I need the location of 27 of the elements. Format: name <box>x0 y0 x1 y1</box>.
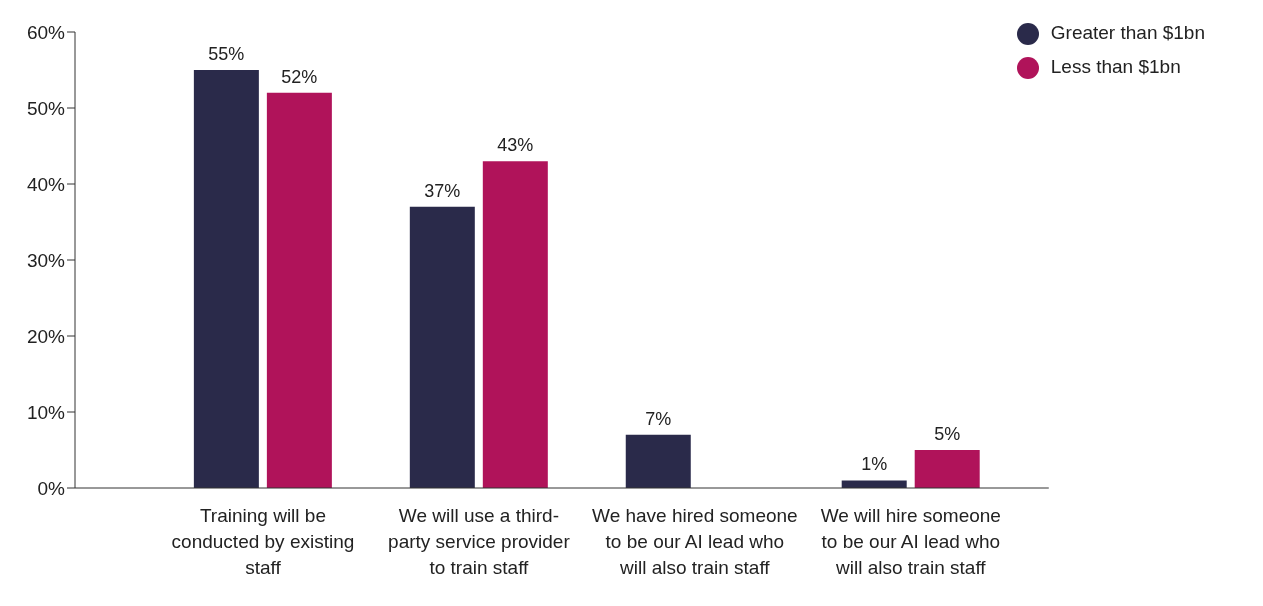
data-label: 55% <box>208 44 245 64</box>
y-tick-label: 10% <box>26 401 66 423</box>
bar <box>625 434 691 488</box>
bar <box>914 450 980 488</box>
legend-label: Greater than $1bn <box>1050 22 1205 43</box>
bar <box>409 206 475 488</box>
y-tick-label: 50% <box>26 97 66 119</box>
bar <box>266 92 332 488</box>
data-label: 52% <box>281 66 318 87</box>
x-tick-label: We will use a third-party service provider to train staff <box>388 505 571 578</box>
data-label: 7% <box>645 408 672 429</box>
data-label: 37% <box>424 180 461 201</box>
y-tick-label: 30% <box>26 249 66 271</box>
legend-label: Less than $1bn <box>1050 56 1181 77</box>
x-tick-label: We have hired someone to be our AI lead who will also train staff <box>592 505 798 578</box>
x-tick-label: We will hire someone to be our AI lead who will also train staff <box>820 505 1001 578</box>
bar <box>193 70 259 488</box>
x-tick-label: Training will be conducted by existing staff <box>171 505 355 578</box>
y-tick-label: 0% <box>37 477 66 499</box>
bar <box>841 480 907 488</box>
data-label: 43% <box>497 135 534 156</box>
bar <box>482 161 548 488</box>
y-tick-label: 60% <box>26 21 66 43</box>
y-tick-label: 20% <box>26 325 66 347</box>
data-label: 5% <box>934 424 961 444</box>
data-label: 1% <box>861 454 888 475</box>
y-tick-label: 40% <box>26 173 66 195</box>
